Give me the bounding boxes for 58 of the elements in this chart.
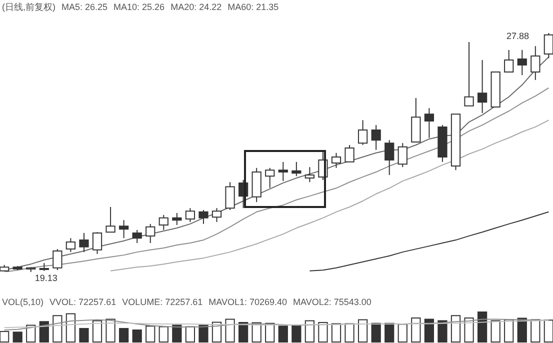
candlestick: [358, 120, 368, 146]
candlestick: [106, 206, 116, 233]
text: MAVOL2: 75543.00: [293, 297, 372, 307]
text: VOLUME: 72257.61: [122, 297, 203, 307]
candlestick: [146, 223, 156, 244]
candlestick: [517, 49, 527, 76]
candlestick: [118, 220, 129, 239]
candlestick: [198, 209, 208, 224]
candlestick: [185, 208, 196, 223]
bar: [39, 321, 49, 342]
bar: [172, 324, 182, 342]
text: MA60: 21.35: [228, 2, 279, 12]
text: MA10: 25.26: [114, 2, 165, 12]
bar: [132, 330, 142, 342]
text: MA5: 26.25: [62, 2, 108, 12]
text: VOL(5,10): [2, 297, 44, 307]
bar: [371, 322, 381, 342]
candlestick: [304, 166, 315, 183]
bar: [517, 318, 527, 342]
bar: [424, 318, 434, 342]
candlestick: [172, 212, 182, 226]
candlestick: [424, 108, 434, 138]
text: MAVOL1: 70269.40: [208, 297, 288, 307]
candlestick: [504, 49, 514, 73]
annotation: 19.13: [34, 273, 58, 283]
text: MA20: 24.22: [170, 2, 222, 12]
text: VVOL: 72257.61: [50, 297, 116, 307]
bar: [79, 328, 89, 342]
bar: [278, 326, 288, 342]
candlestick: [92, 232, 102, 254]
candlestick: [52, 248, 62, 271]
candlestick: [66, 238, 76, 253]
bar: [118, 328, 129, 342]
candlestick: [344, 144, 354, 162]
candlestick: [371, 124, 381, 150]
candlestick: [477, 60, 488, 114]
candlestick: [530, 46, 540, 80]
candlestick: [464, 42, 474, 106]
candlestick: [292, 161, 302, 177]
bar: [477, 312, 488, 342]
bar: [438, 320, 448, 342]
candlestick: [278, 161, 288, 182]
candlestick: [331, 152, 342, 168]
candlestick: [225, 182, 235, 210]
candlestick: [384, 140, 394, 176]
bar: [292, 325, 302, 342]
candlestick: [158, 214, 168, 230]
text: (日线,前复权): [2, 2, 56, 12]
candlestick: [398, 142, 408, 168]
annotation: 27.88: [506, 31, 529, 41]
bar: [384, 322, 394, 342]
candlestick: [265, 167, 275, 188]
bar: [12, 332, 22, 342]
bar: [198, 324, 208, 342]
candlestick: [79, 232, 89, 253]
candlestick: [212, 208, 222, 223]
candlestick: [132, 229, 142, 244]
bar: [238, 322, 248, 342]
